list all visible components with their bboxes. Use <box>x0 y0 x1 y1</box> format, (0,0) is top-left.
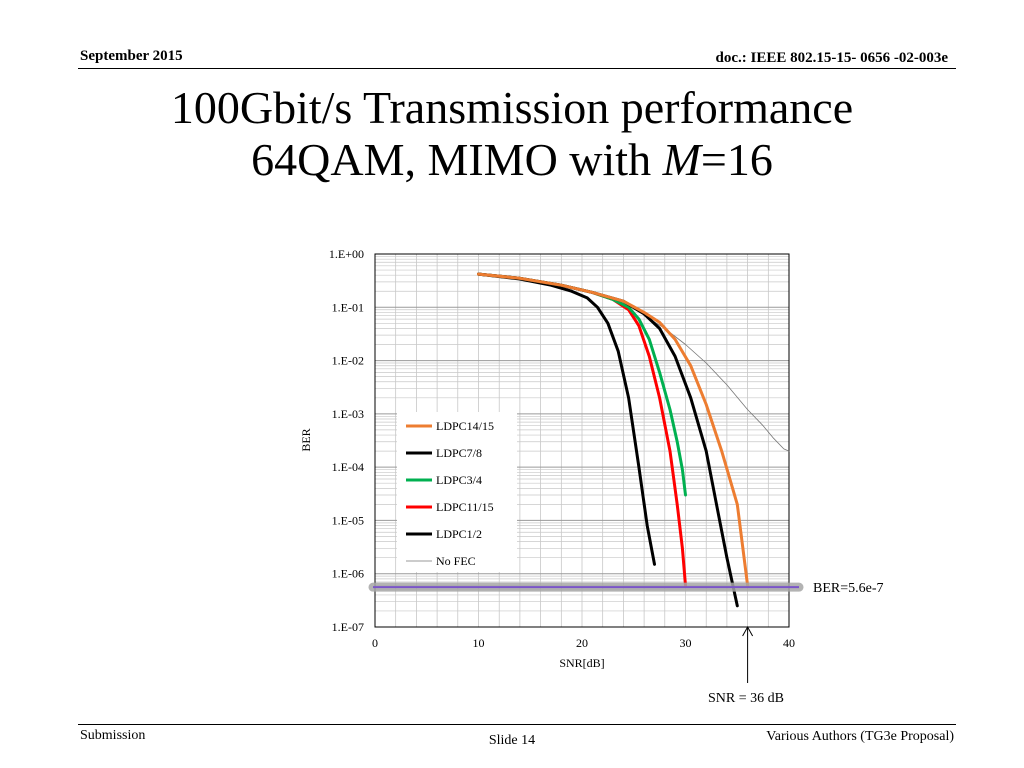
snr-annotation <box>742 625 754 683</box>
legend-box <box>397 412 517 572</box>
series-line-ldpc14-15 <box>477 272 750 587</box>
y-tick-label: 1.E-03 <box>332 407 364 421</box>
snr-annotation-label: SNR = 36 dB <box>708 691 784 706</box>
y-tick-label: 1.E-04 <box>332 460 364 474</box>
footer-authors: Various Authors (TG3e Proposal) <box>766 729 954 744</box>
legend-label: LDPC11/15 <box>436 500 494 514</box>
title-line-2: 64QAM, MIMO with M=16 <box>0 134 1024 186</box>
y-axis-label: BER <box>299 428 313 451</box>
y-tick-label: 1.E-05 <box>332 513 364 527</box>
legend-label: LDPC3/4 <box>436 473 482 487</box>
slide-title: 100Gbit/s Transmission performance 64QAM… <box>0 82 1024 186</box>
footer-divider <box>78 724 956 725</box>
x-tick-label: 20 <box>576 636 588 650</box>
series-line-no-fec <box>643 315 790 452</box>
chart-ticks: 1.E+00 1.E-01 1.E-02 1.E-03 1.E-04 1.E-05 1.E-… <box>329 247 795 650</box>
title-variable: M <box>662 134 701 185</box>
title-line-1: 100Gbit/s Transmission performance <box>170 82 854 133</box>
y-tick-label: 1.E+00 <box>329 247 364 261</box>
series-line-ldpc1-2 <box>477 272 656 566</box>
legend-label: LDPC14/15 <box>436 419 494 433</box>
x-tick-label: 0 <box>372 636 378 650</box>
header-doc-id: doc.: IEEE 802.15-15- 0656 -02-003e <box>715 50 949 66</box>
legend-label: No FEC <box>436 554 476 568</box>
y-tick-label: 1.E-01 <box>332 300 364 314</box>
x-axis-label: SNR[dB] <box>559 656 604 670</box>
annotation-arrow-head <box>742 625 754 637</box>
y-tick-label: 1.E-02 <box>332 354 364 368</box>
y-tick-label: 1.E-07 <box>332 620 364 634</box>
y-tick-label: 1.E-06 <box>332 567 364 581</box>
x-tick-label: 10 <box>473 636 485 650</box>
title-line-2-prefix: 64QAM, MIMO with <box>251 134 663 185</box>
chart-series <box>477 272 790 608</box>
x-tick-label: 30 <box>680 636 692 650</box>
header-date: September 2015 <box>80 48 183 64</box>
chart-legend: LDPC14/15 LDPC7/8 LDPC3/4 LDPC11/15 LDPC1/2 N… <box>397 412 517 572</box>
x-tick-label: 40 <box>783 636 795 650</box>
legend-label: LDPC1/2 <box>436 527 482 541</box>
legend-label: LDPC7/8 <box>436 446 482 460</box>
threshold-label: BER=5.6e-7 <box>813 581 884 596</box>
footer-slide-number: Slide 14 <box>488 733 536 748</box>
header-divider <box>78 68 956 69</box>
plot-frame <box>374 253 790 628</box>
footer-submission: Submission <box>80 728 146 743</box>
title-line-2-suffix: =16 <box>700 134 773 185</box>
